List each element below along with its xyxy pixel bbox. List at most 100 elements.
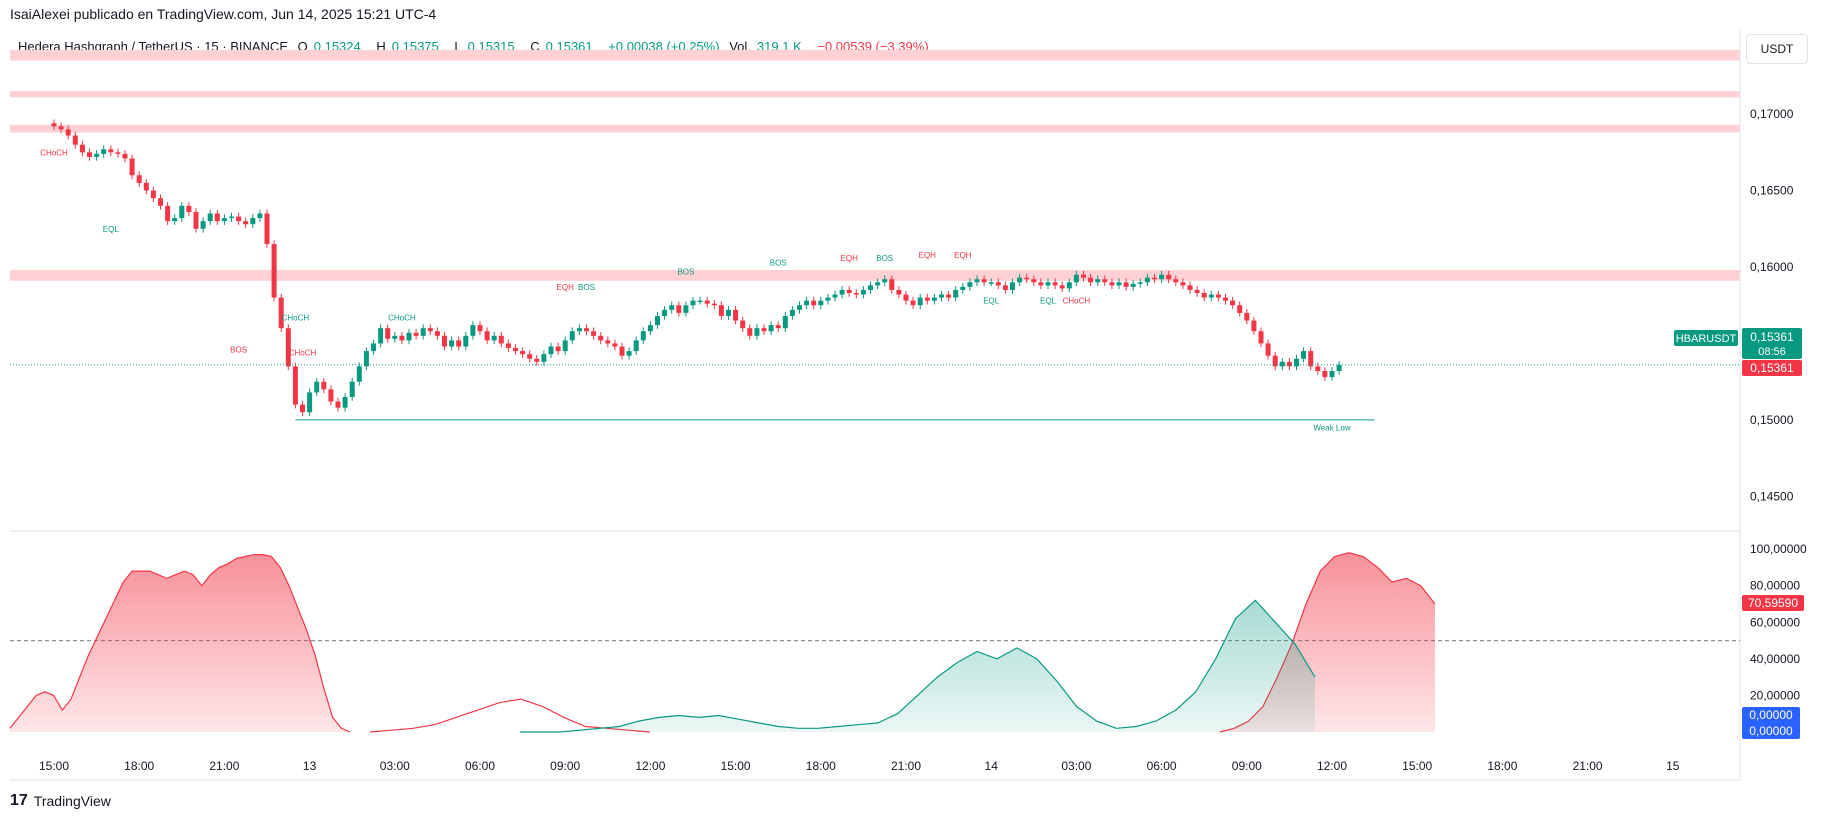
- candle-35: [300, 400, 305, 417]
- candle-15: [158, 194, 163, 210]
- time-tick-2: 21:00: [209, 759, 239, 773]
- candle-177: [1308, 347, 1314, 371]
- candle-60: [477, 321, 483, 336]
- candle-129: [967, 278, 973, 291]
- candle-134: [1002, 281, 1008, 294]
- candle-2: [65, 125, 71, 140]
- time-tick-3: 13: [303, 759, 317, 773]
- candle-125: [939, 290, 944, 302]
- time-tick-17: 18:00: [1487, 759, 1517, 773]
- close-label: C: [530, 39, 540, 54]
- last-price-label: 0,15361: [1750, 330, 1794, 344]
- candle-123: [924, 293, 930, 305]
- time-tick-12: 03:00: [1061, 759, 1091, 773]
- candle-13: [143, 179, 149, 195]
- candle-153: [1137, 278, 1143, 288]
- candle-61: [484, 327, 490, 345]
- candle-6: [94, 150, 100, 161]
- candle-150: [1116, 278, 1122, 290]
- candle-50: [406, 328, 412, 345]
- annotation-choch-0: CHoCH: [40, 148, 68, 157]
- price-tick-2: 0,16000: [1750, 260, 1794, 274]
- candle-73: [569, 327, 575, 345]
- candle-97: [740, 316, 746, 332]
- candle-34: [292, 362, 298, 409]
- candle-58: [463, 331, 469, 351]
- candle-146: [1088, 273, 1094, 287]
- candle-162: [1201, 289, 1207, 302]
- candle-164: [1215, 290, 1221, 302]
- candle-140: [1045, 278, 1051, 290]
- candle-64: [505, 339, 511, 352]
- candle-47: [385, 324, 391, 343]
- candle-130: [974, 275, 980, 287]
- time-tick-19: 15: [1666, 759, 1680, 773]
- candlestick-series: [51, 119, 1342, 417]
- symbol-tag: HBARUSDT: [1676, 333, 1737, 345]
- candle-178: [1315, 362, 1321, 375]
- last-price-box: [1742, 328, 1802, 359]
- candle-48: [392, 331, 398, 343]
- candle-100: [761, 324, 767, 336]
- candle-77: [598, 331, 604, 345]
- candle-157: [1166, 270, 1172, 284]
- oscillator-tick-4: 20,00000: [1750, 688, 1800, 702]
- candle-94: [718, 301, 724, 320]
- candle-17: [172, 214, 178, 225]
- candle-174: [1286, 357, 1292, 371]
- candle-87: [669, 301, 675, 314]
- candle-105: [797, 301, 802, 314]
- time-tick-6: 09:00: [550, 759, 580, 773]
- candle-9: [115, 148, 121, 158]
- candle-78: [605, 336, 611, 348]
- annotation-bos-8: BOS: [677, 268, 694, 277]
- candle-72: [562, 336, 568, 355]
- time-tick-14: 09:00: [1232, 759, 1262, 773]
- time-tick-1: 18:00: [124, 759, 154, 773]
- candle-92: [704, 296, 710, 308]
- candle-5: [87, 148, 92, 161]
- publisher-caption: IsaiAlexei publicado en TradingView.com,…: [10, 6, 437, 22]
- annotation-choch-16: CHoCH: [1063, 297, 1091, 306]
- footer-brand[interactable]: 17 TradingView: [10, 792, 111, 810]
- time-tick-7: 12:00: [635, 759, 665, 773]
- candle-135: [1010, 278, 1015, 294]
- candle-33: [285, 324, 291, 371]
- annotation-eqh-12: EQH: [919, 251, 937, 260]
- candle-65: [513, 344, 518, 355]
- candle-11: [129, 154, 135, 180]
- candle-115: [868, 281, 873, 294]
- annotation-eqh-6: EQH: [557, 283, 575, 292]
- candle-112: [846, 286, 852, 297]
- candle-89: [683, 301, 689, 317]
- candle-108: [818, 296, 824, 310]
- currency-unit-button[interactable]: USDT: [1746, 34, 1808, 64]
- price-tick-0: 0,17000: [1750, 107, 1794, 121]
- candle-122: [917, 293, 923, 310]
- candle-20: [193, 208, 199, 233]
- candle-8: [108, 145, 114, 157]
- candle-3: [72, 131, 78, 149]
- candle-152: [1130, 280, 1136, 291]
- candle-70: [548, 342, 554, 358]
- candle-0: [51, 119, 57, 131]
- annotation-eql-1: EQL: [103, 225, 120, 234]
- candle-167: [1237, 301, 1243, 317]
- candle-29: [257, 209, 263, 222]
- oscillator-zero-label-1: 0,00000: [1749, 708, 1793, 722]
- annotation-eql-15: EQL: [1040, 297, 1057, 306]
- supply-zones: [10, 49, 1740, 281]
- candle-155: [1152, 273, 1157, 284]
- open-label: O: [297, 39, 308, 54]
- candle-27: [243, 217, 249, 229]
- candle-93: [711, 299, 717, 310]
- time-tick-15: 12:00: [1317, 759, 1347, 773]
- candle-81: [626, 347, 632, 360]
- annotation-bos-9: BOS: [770, 258, 787, 267]
- footer-brand-name: TradingView: [33, 793, 111, 809]
- oscillator-tick-0: 100,00000: [1750, 542, 1807, 556]
- oscillator-value-box: [1742, 595, 1804, 611]
- candle-12: [136, 171, 142, 187]
- tradingview-logo-icon: 17: [10, 792, 28, 809]
